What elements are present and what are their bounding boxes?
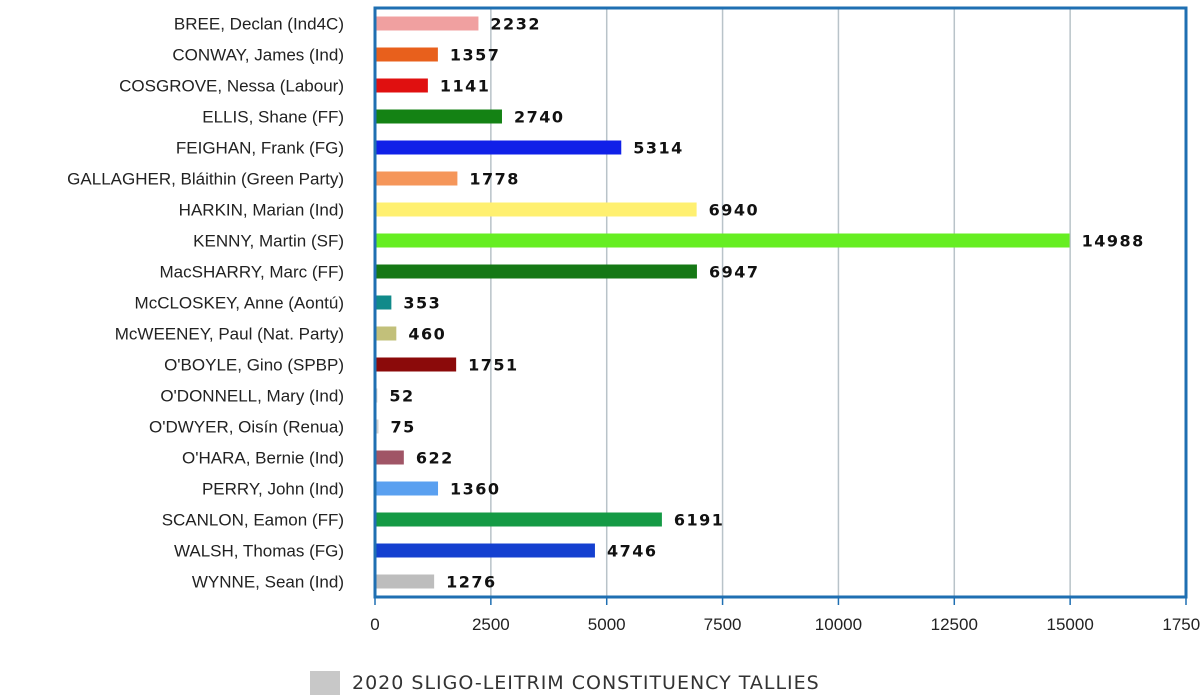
value-label: 2232 [490, 15, 541, 34]
value-label: 6940 [709, 201, 760, 220]
bar-chart: 0 2500 5000 7500 10000 12500 15000 17500 BREE, D… [67, 6, 1200, 634]
x-tick-label: 5000 [588, 615, 626, 634]
category-label: O'HARA, Bernie (Ind) [182, 449, 344, 468]
category-label: PERRY, John (Ind) [202, 480, 344, 499]
bar [375, 171, 458, 186]
value-label: 1141 [440, 77, 491, 96]
category-label: O'DONNELL, Mary (Ind) [160, 387, 344, 406]
x-tick-label: 12500 [931, 615, 978, 634]
x-tick-label: 17500 [1162, 615, 1200, 634]
bar [375, 543, 595, 558]
value-label: 6947 [709, 263, 760, 282]
plot-frame [373, 6, 1188, 599]
bar [375, 109, 502, 124]
value-label: 14988 [1082, 232, 1145, 251]
category-label: HARKIN, Marian (Ind) [179, 201, 344, 220]
category-label: FEIGHAN, Frank (FG) [176, 139, 344, 158]
value-label: 5314 [633, 139, 684, 158]
bar [375, 78, 428, 93]
category-label: O'BOYLE, Gino (SPBP) [164, 356, 344, 375]
value-label: 6191 [674, 511, 725, 530]
bar [375, 512, 662, 527]
bar [375, 357, 457, 372]
value-label: 622 [416, 449, 454, 468]
bar [375, 202, 697, 217]
legend-swatch [310, 671, 340, 695]
category-label: WYNNE, Sean (Ind) [192, 573, 344, 592]
bar [375, 264, 697, 279]
bar [375, 140, 622, 155]
x-tick-label: 0 [370, 615, 379, 634]
x-tick-label: 15000 [1047, 615, 1094, 634]
category-label: ELLIS, Shane (FF) [202, 108, 344, 127]
category-label: KENNY, Martin (SF) [193, 232, 344, 251]
category-label: MacSHARRY, Marc (FF) [159, 263, 344, 282]
value-label: 4746 [607, 542, 658, 561]
value-label: 1778 [469, 170, 520, 189]
value-label: 1751 [468, 356, 519, 375]
bar [375, 16, 479, 31]
value-label: 2740 [514, 108, 565, 127]
bar [375, 326, 397, 341]
x-tick-label: 7500 [704, 615, 742, 634]
category-label: COSGROVE, Nessa (Labour) [119, 77, 344, 96]
value-label: 75 [390, 418, 415, 437]
bar [375, 233, 1070, 248]
bar [375, 47, 438, 62]
value-label: 1360 [450, 480, 501, 499]
value-label: 460 [408, 325, 446, 344]
legend: 2020 SLIGO-LEITRIM CONSTITUENCY TALLIES [310, 670, 820, 696]
legend-label: 2020 SLIGO-LEITRIM CONSTITUENCY TALLIES [352, 672, 820, 694]
category-label: McCLOSKEY, Anne (Aontú) [135, 294, 344, 313]
value-label: 353 [403, 294, 441, 313]
value-label: 1276 [446, 573, 497, 592]
value-label: 1357 [450, 46, 501, 65]
category-label: GALLAGHER, Bláithin (Green Party) [67, 170, 344, 189]
category-label: O'DWYER, Oisín (Renua) [149, 418, 344, 437]
bar [375, 450, 404, 465]
x-tick-label: 10000 [815, 615, 862, 634]
category-label: WALSH, Thomas (FG) [174, 542, 344, 561]
x-tick-label: 2500 [472, 615, 510, 634]
bar [375, 574, 435, 589]
bar [375, 481, 439, 496]
category-label: CONWAY, James (Ind) [172, 46, 344, 65]
value-label: 52 [389, 387, 414, 406]
bar [375, 419, 379, 434]
bar [375, 295, 392, 310]
category-label: BREE, Declan (Ind4C) [174, 15, 344, 34]
category-label: McWEENEY, Paul (Nat. Party) [115, 325, 344, 344]
category-label: SCANLON, Eamon (FF) [162, 511, 344, 530]
